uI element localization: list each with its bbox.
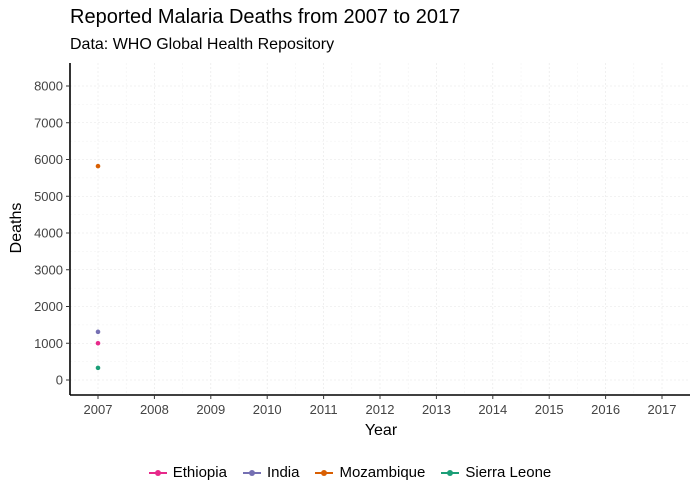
data-point-mozambique	[95, 163, 101, 169]
x-tick-label: 2016	[591, 402, 620, 417]
legend-label-ethiopia: Ethiopia	[172, 464, 227, 481]
y-tick-label: 5000	[34, 189, 63, 204]
x-tick-label: 2008	[140, 402, 169, 417]
legend-item-mozambique: Mozambique	[315, 464, 425, 481]
legend: Ethiopia India Mozambique Sierra Leone	[0, 464, 700, 481]
y-tick-label: 8000	[34, 79, 63, 94]
axes	[66, 63, 690, 399]
chart-plot: 2007 2008 2009 2010 2011 2012 2013 2014 2015 2016…	[8, 63, 690, 439]
y-tick-label: 3000	[34, 262, 63, 277]
x-tick-label: 2013	[422, 402, 451, 417]
legend-label-india: India	[266, 464, 300, 481]
data-point-ethiopia	[95, 340, 101, 346]
y-tick-label: 2000	[34, 299, 63, 314]
x-tick-label: 2009	[196, 402, 225, 417]
x-tick-label: 2010	[253, 402, 282, 417]
y-tick-label: 4000	[34, 226, 63, 241]
y-axis-title: Deaths	[8, 203, 25, 254]
legend-item-ethiopia: Ethiopia	[148, 464, 227, 481]
y-tick-label: 1000	[34, 336, 63, 351]
legend-item-india: India	[242, 464, 300, 481]
chart-title: Reported Malaria Deaths from 2007 to 201…	[70, 6, 461, 28]
x-tick-label: 2014	[478, 402, 507, 417]
legend-key-ethiopia	[148, 467, 167, 479]
x-tick-label: 2017	[648, 402, 677, 417]
x-tick-label: 2015	[535, 402, 564, 417]
legend-key-mozambique	[315, 467, 334, 479]
x-tick-label: 2011	[310, 402, 338, 417]
chart-subtitle: Data: WHO Global Health Repository	[70, 36, 335, 53]
gridlines	[70, 63, 690, 395]
y-tick-label: 6000	[34, 152, 63, 167]
legend-key-sierra-leone	[441, 467, 460, 479]
data-points	[95, 163, 101, 371]
legend-label-sierra-leone: Sierra Leone	[465, 464, 552, 481]
y-tick-label: 7000	[34, 115, 63, 130]
legend-item-sierra-leone: Sierra Leone	[441, 464, 551, 481]
data-point-india	[95, 329, 101, 335]
legend-key-india	[242, 467, 261, 479]
legend-label-mozambique: Mozambique	[339, 464, 426, 481]
data-point-sierra-leone	[95, 365, 101, 371]
x-tick-label: 2012	[366, 402, 395, 417]
x-axis-title: Year	[365, 422, 398, 439]
y-tick-label: 0	[56, 373, 63, 388]
x-tick-label: 2007	[84, 402, 113, 417]
tick-labels: 2007 2008 2009 2010 2011 2012 2013 2014 2015 2016…	[34, 79, 676, 418]
